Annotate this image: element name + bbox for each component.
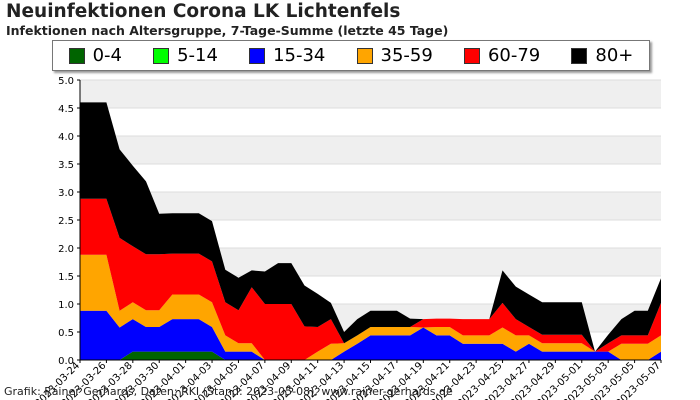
y-tick-label: 3.5 <box>58 160 74 171</box>
legend-swatch <box>68 47 85 64</box>
grid-band <box>80 164 661 192</box>
chart-title: Neuinfektionen Corona LK Lichtenfels <box>6 1 401 22</box>
legend-label: 0-4 <box>92 45 122 66</box>
legend-label: 60-79 <box>487 45 541 66</box>
y-tick-label: 2.0 <box>58 244 74 255</box>
legend-swatch <box>153 47 170 64</box>
legend-swatch <box>356 47 373 64</box>
legend-swatch <box>463 47 480 64</box>
area-series-60-79 <box>80 198 661 360</box>
legend-item-35-59: 35-59 <box>356 45 433 66</box>
area-series-80+ <box>80 102 661 352</box>
legend-item-15-34: 15-34 <box>249 45 325 66</box>
grid-band <box>80 136 661 164</box>
y-tick-label: 1.5 <box>58 272 74 283</box>
grid-band <box>80 80 661 108</box>
y-tick-label: 3.0 <box>58 188 74 199</box>
y-tick-label: 4.0 <box>58 132 74 143</box>
area-series-15-34 <box>80 310 661 360</box>
y-tick-label: 1.0 <box>58 300 74 311</box>
y-tick-label: 0.5 <box>58 328 74 339</box>
legend-label: 35-59 <box>380 45 433 66</box>
legend-item-0-4: 0-4 <box>68 45 122 66</box>
area-series-0-4 <box>80 351 661 360</box>
legend-label: 5-14 <box>177 45 218 66</box>
y-tick-label: 0.0 <box>58 356 74 367</box>
grid-band <box>80 108 661 136</box>
legend-item-5-14: 5-14 <box>153 45 218 66</box>
legend-label: 15-34 <box>273 45 326 66</box>
y-tick-label: 4.5 <box>58 104 74 115</box>
chart-subtitle: Infektionen nach Altersgruppe, 7-Tage-Su… <box>6 23 449 38</box>
y-tick-label: 5.0 <box>58 76 74 87</box>
legend-item-80+: 80+ <box>571 45 633 66</box>
chart-footer: Grafik: Rainer Gerhards, Daten: RKI (Sta… <box>4 385 453 398</box>
area-series-35-59 <box>80 254 661 360</box>
y-tick-label: 2.5 <box>58 216 74 227</box>
legend-swatch <box>249 47 266 64</box>
legend-item-60-79: 60-79 <box>463 45 541 66</box>
legend-swatch <box>571 47 588 64</box>
legend-label: 80+ <box>595 45 634 66</box>
chart-legend: 0-4 5-14 15-34 35-59 60-79 80+ <box>52 40 650 71</box>
